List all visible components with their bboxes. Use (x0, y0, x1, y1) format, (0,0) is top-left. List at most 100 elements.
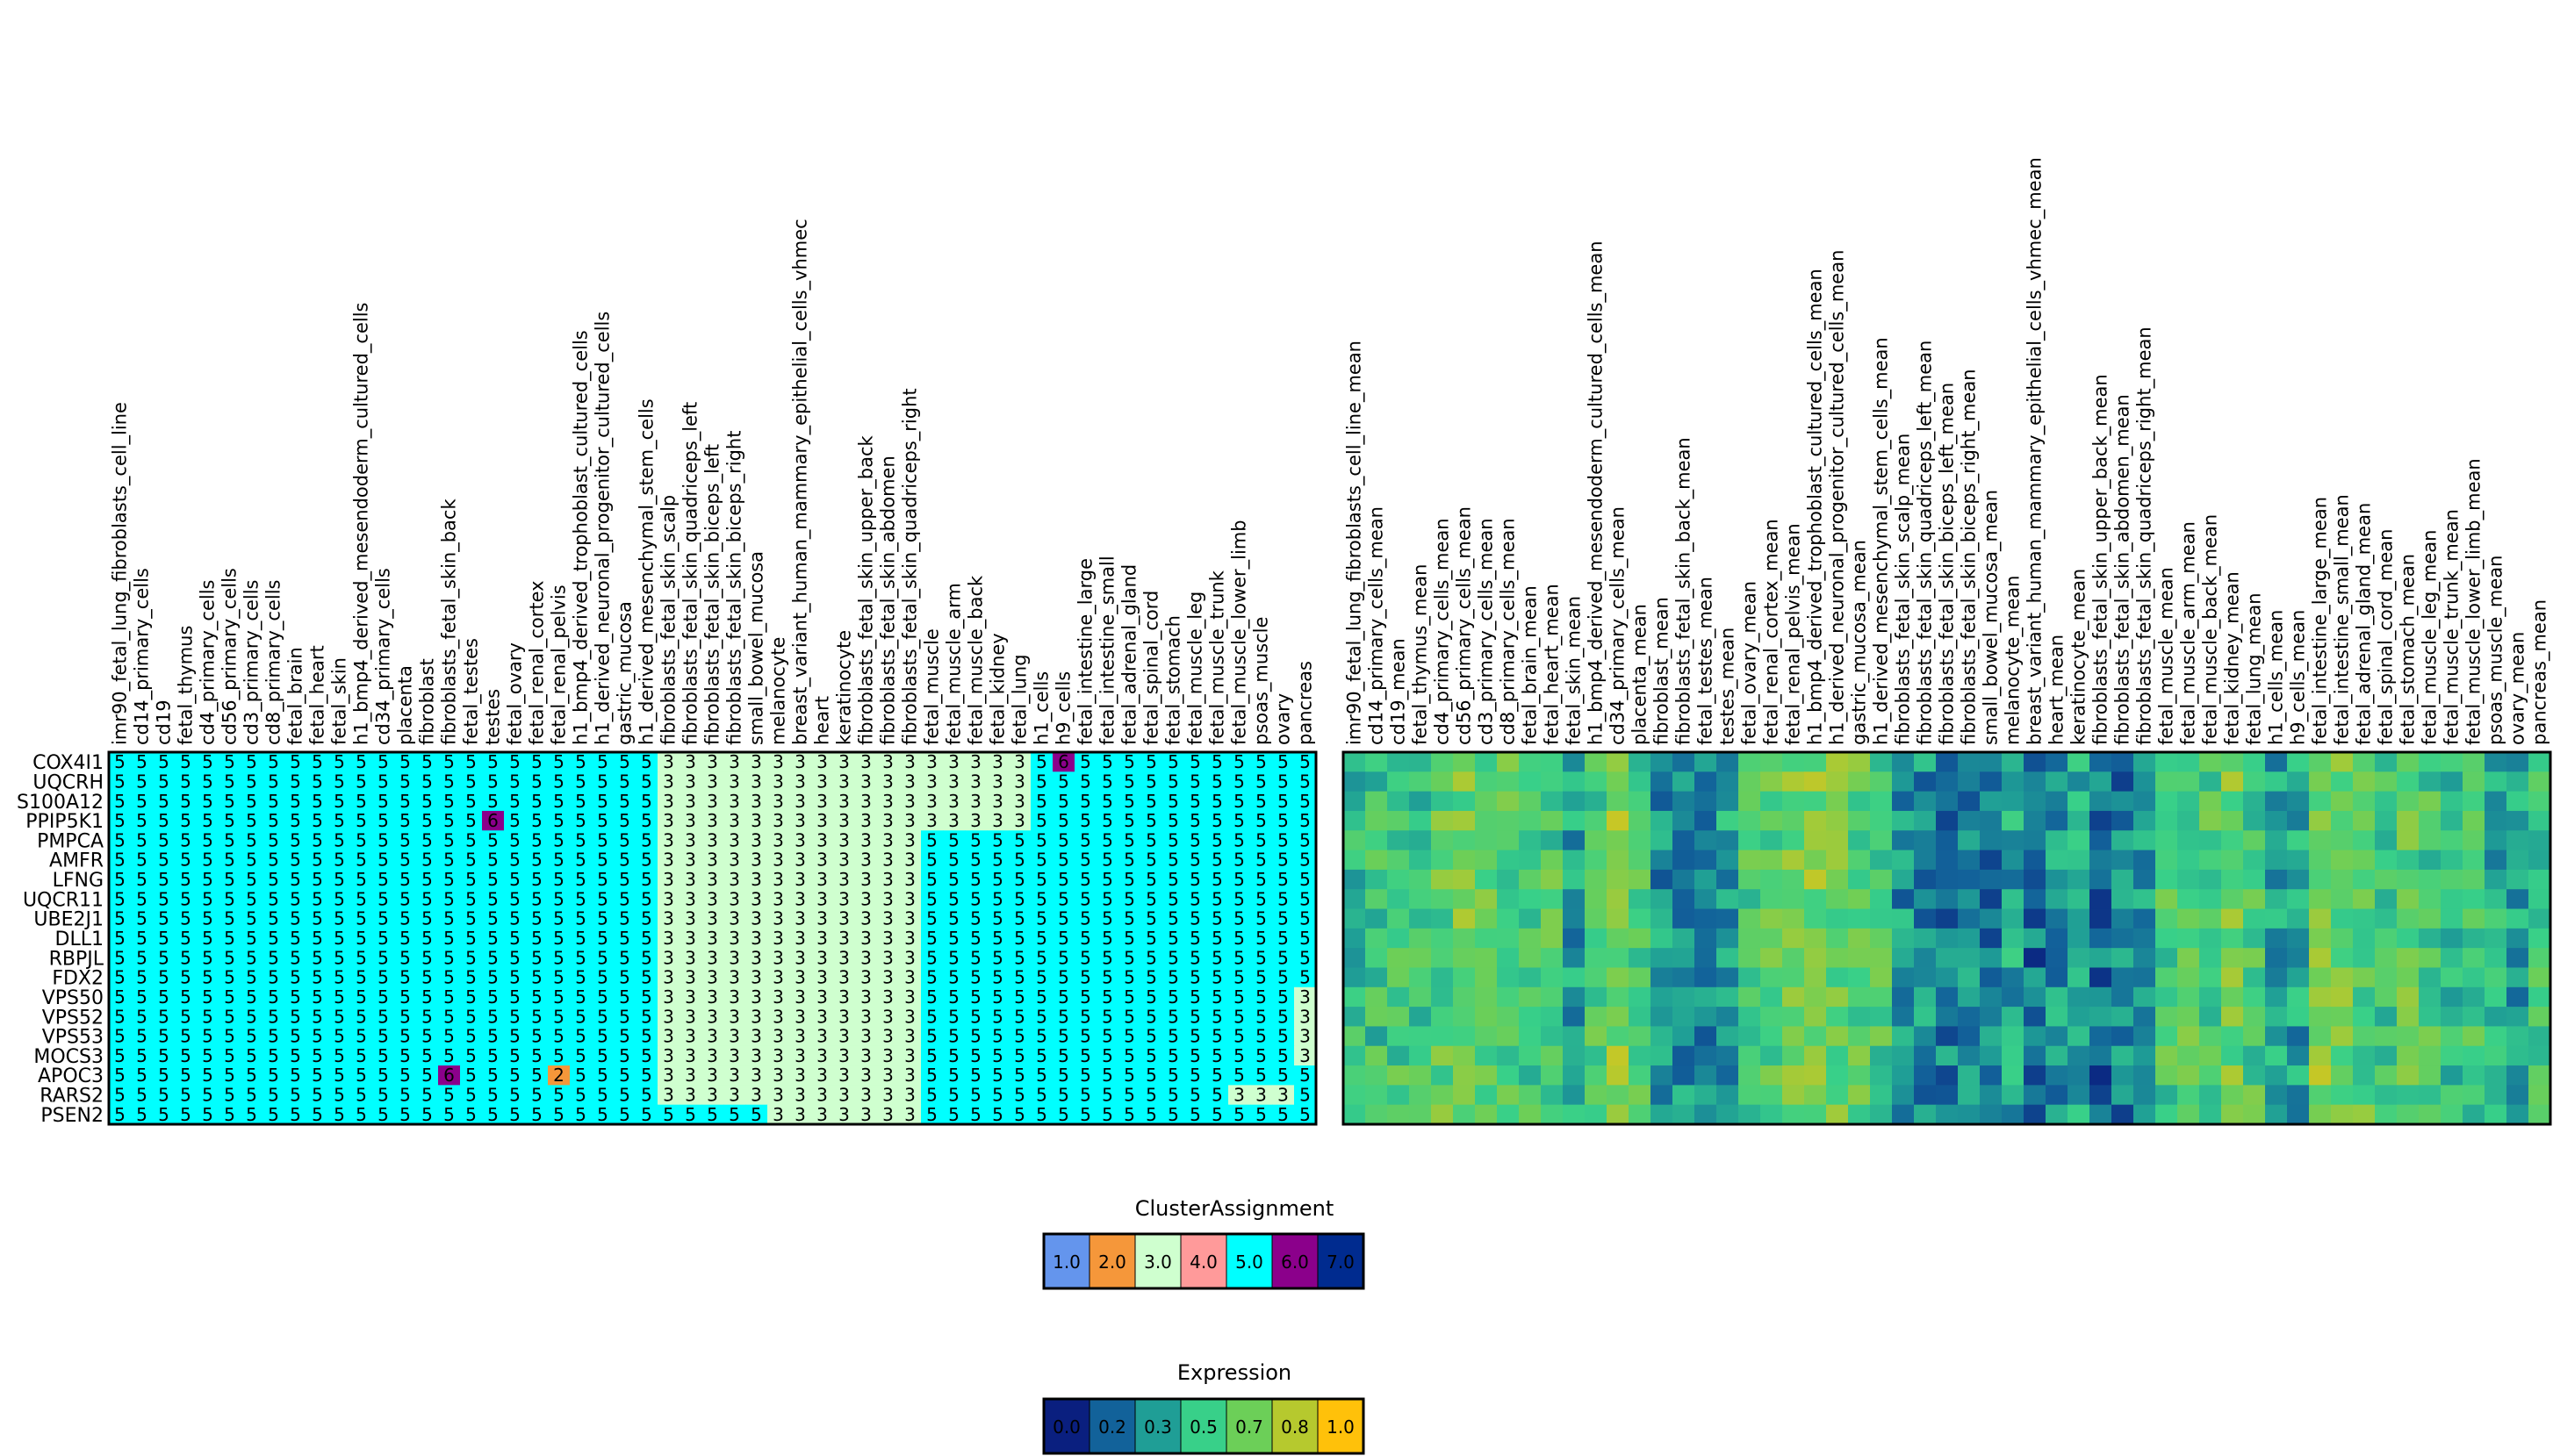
expression-cell (2287, 752, 2310, 772)
cluster-cell-label: 5 (312, 829, 323, 850)
expression-cell (2002, 1065, 2024, 1086)
cluster-cell-label: 5 (1146, 751, 1157, 772)
cluster-cell-label: 3 (729, 947, 740, 968)
cluster-cell-label: 3 (860, 967, 872, 988)
cluster-cell (109, 830, 132, 851)
expression-cell (1804, 830, 1827, 851)
cluster-cell-label: 3 (838, 1026, 850, 1047)
cluster-cell-label: 3 (663, 771, 674, 792)
cluster-cell (833, 1085, 856, 1106)
expression-cell (1760, 1104, 1783, 1125)
cluster-cell-label: 5 (1212, 771, 1223, 792)
cluster-cell (877, 1065, 900, 1086)
cluster-cell-label: 3 (860, 1065, 872, 1086)
cluster-cell-label: 5 (1080, 771, 1091, 792)
cluster-cell-label: 5 (1277, 791, 1289, 812)
expression-cell (2068, 986, 2090, 1008)
cluster-cell (767, 1085, 790, 1106)
cluster-cell (921, 850, 944, 871)
expression-cell (2111, 752, 2134, 772)
cluster-cell-label: 3 (816, 1006, 828, 1027)
expression-cell (1760, 948, 1783, 968)
cluster-cell-label: 5 (334, 791, 345, 812)
expression-cell (2287, 908, 2310, 929)
cluster-cell (328, 928, 351, 949)
cluster-cell-label: 5 (1168, 791, 1179, 812)
cluster-cell (1031, 908, 1054, 929)
cluster-cell (1184, 830, 1207, 851)
cluster-cell (636, 1085, 658, 1106)
cluster-cell-label: 3 (707, 1026, 718, 1047)
cluster-cell-label: 3 (751, 869, 762, 890)
expression-cell (1519, 908, 1542, 929)
cluster-cell-label: 5 (224, 751, 235, 772)
expression-cell (1497, 850, 1520, 871)
cluster-cell-label: 5 (1146, 1104, 1157, 1125)
cluster-cell (1162, 1085, 1185, 1106)
cluster-cell-label: 5 (553, 850, 565, 871)
cluster-cell (965, 928, 988, 949)
expression-cell (1387, 967, 1410, 988)
cluster-cell-label: 5 (399, 829, 411, 850)
expression-cell (1870, 850, 1893, 871)
cluster-cell (219, 810, 241, 831)
cluster-cell (241, 810, 263, 831)
cluster-cell-label: 5 (312, 1085, 323, 1106)
cluster-cell-label: 5 (356, 928, 367, 949)
cluster-cell (197, 928, 219, 949)
cluster-cell (548, 752, 571, 772)
expression-cell (1585, 1007, 1607, 1027)
cluster-cell-label: 5 (202, 986, 213, 1008)
expression-cell (2089, 1104, 2112, 1125)
cluster-cell-label: 5 (575, 771, 586, 792)
cluster-cell-label: 3 (663, 967, 674, 988)
cluster-cell-label: 5 (1036, 908, 1047, 929)
cluster-cell-label: 3 (795, 908, 806, 929)
cluster-cell (680, 771, 702, 793)
cluster-cell (350, 948, 373, 968)
cluster-cell (1184, 752, 1207, 772)
column-label: fibroblasts_fetal_skin_biceps_right (724, 431, 746, 745)
cluster-cell (1294, 752, 1317, 772)
column-label: fetal_thymus (176, 626, 198, 745)
cluster-cell-label: 5 (136, 850, 147, 871)
cluster-cell-label: 3 (773, 791, 784, 812)
expression-cell (1672, 889, 1695, 910)
expression-cell (1475, 869, 1498, 890)
expression-cell (2463, 928, 2485, 949)
cluster-cell (570, 1045, 593, 1066)
cluster-cell-label: 5 (421, 1026, 433, 1047)
expression-cell (2024, 869, 2046, 890)
expression-cell (1848, 908, 1871, 929)
cluster-cell-label: 3 (904, 967, 916, 988)
cluster-cell (614, 850, 636, 871)
cluster-cell-label: 5 (290, 791, 301, 812)
expression-cell (1541, 771, 1564, 793)
cluster-cell-label: 5 (1212, 888, 1223, 909)
cluster-cell (153, 948, 176, 968)
cluster-cell-label: 5 (378, 829, 389, 850)
expression-cell (1343, 850, 1366, 871)
cluster-cell (460, 908, 483, 929)
cluster-cell-label: 5 (1036, 751, 1047, 772)
cluster-cell (482, 830, 505, 851)
cluster-cell (1228, 1104, 1251, 1125)
expression-cell (1826, 1085, 1849, 1106)
cluster-cell (460, 1007, 483, 1027)
expression-cell (1409, 1085, 1432, 1106)
expression-cell (2221, 869, 2244, 890)
expression-cell (1892, 1065, 1915, 1086)
expression-legend-title: Expression (1177, 1360, 1291, 1385)
expression-cell (1980, 928, 2003, 949)
cluster-cell-label: 3 (663, 810, 674, 831)
expression-cell (1760, 928, 1783, 949)
cluster-cell-label: 5 (948, 1104, 960, 1125)
expression-cell (1497, 928, 1520, 949)
cluster-cell (262, 1026, 285, 1047)
cluster-cell-label: 5 (465, 986, 477, 1008)
cluster-cell-label: 5 (246, 1045, 257, 1066)
cluster-cell-label: 5 (180, 829, 191, 850)
cluster-cell-label: 5 (641, 1104, 652, 1125)
expression-cell (1914, 908, 1937, 929)
cluster-cell-label: 5 (1190, 1045, 1201, 1066)
